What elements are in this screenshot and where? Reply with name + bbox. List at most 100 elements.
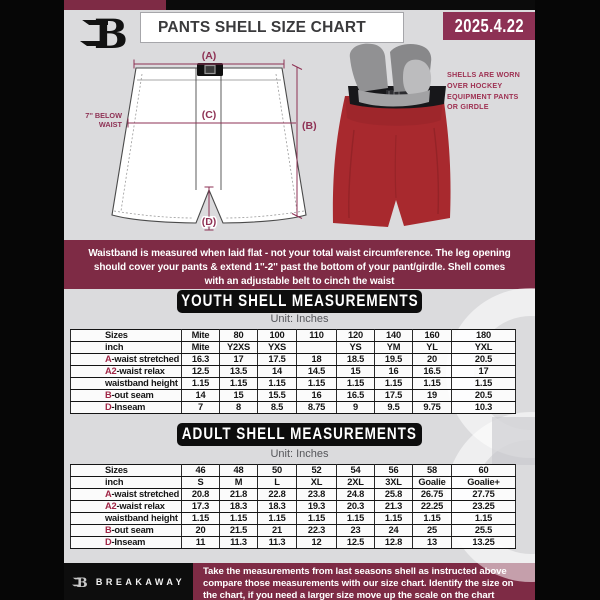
cell-value: 52 (296, 464, 337, 477)
cell-value: 12.5 (336, 536, 375, 549)
cell-value: 17.5 (374, 389, 413, 402)
svg-text:B: B (76, 575, 87, 590)
cell-value: 19.5 (374, 353, 413, 366)
cell-value: 17.5 (257, 353, 297, 366)
cell-value: 17 (219, 353, 258, 366)
cell-value: 8.5 (257, 401, 297, 414)
cell-value: 11.3 (219, 536, 258, 549)
cell-value: 1.15 (412, 512, 452, 525)
cell-value: 15 (219, 389, 258, 402)
table-row: inch S M L XL 2XL 3XL Goalie Goalie+ (70, 476, 516, 489)
row-label: A2-waist relax (70, 365, 182, 378)
watermark-b-middle (492, 417, 535, 465)
cell-value: 13.25 (451, 536, 516, 549)
cell-value: 7 (181, 401, 220, 414)
cell-value: 20.3 (336, 500, 375, 513)
row-label: D-Inseam (70, 536, 182, 549)
table-row: A-waist stretched 16.3 17 17.5 18 18.5 19.5 20 2… (70, 353, 516, 366)
cell-value: 21.3 (374, 500, 413, 513)
adult-section-heading: ADULT SHELL MEASUREMENTS (177, 423, 422, 446)
cell-value: 160 (412, 329, 452, 342)
cell-value: 18.5 (336, 353, 375, 366)
cell-value: 25.8 (374, 488, 413, 501)
cell-value: 80 (219, 329, 258, 342)
shell-worn-note: SHELLS ARE WORN OVER HOCKEY EQUIPMENT PA… (447, 70, 521, 112)
row-label: A-waist stretched (70, 353, 182, 366)
cell-value: 8 (219, 401, 258, 414)
red-shell (332, 95, 451, 227)
cell-value: 46 (181, 464, 220, 477)
shell-product-photo (332, 43, 451, 227)
cell-value: 2XL (336, 476, 375, 489)
cell-value: 14 (257, 365, 297, 378)
cell-value: 58 (412, 464, 452, 477)
cell-value: 9.75 (412, 401, 452, 414)
date-badge: 2025.4.22 (443, 12, 535, 40)
table-row: Sizes Mite 80 100 110 120 140 160 180 (70, 329, 516, 342)
pants-measurement-diagram: (A) (B) (C) (D) (111, 50, 317, 231)
row-label: Sizes (70, 464, 182, 477)
cell-value: Mite (181, 341, 220, 354)
cell-value: 120 (336, 329, 375, 342)
cell-value: 13.5 (219, 365, 258, 378)
youth-measurements-table: Sizes Mite 80 100 110 120 140 160 180 inch Mite Y2X… (70, 329, 516, 414)
table-row: waistband height 1.15 1.15 1.15 1.15 1.15 1.15… (70, 377, 516, 390)
cell-value: 22.8 (257, 488, 297, 501)
cell-value: 19.3 (296, 500, 337, 513)
cell-value: 9.5 (374, 401, 413, 414)
cell-value: 1.15 (257, 377, 297, 390)
row-label: waistband height (70, 377, 182, 390)
row-label: B-out seam (70, 524, 182, 537)
breakaway-logo-icon: B (71, 575, 88, 590)
cell-value: 25.5 (451, 524, 516, 537)
cell-value: 20.8 (181, 488, 220, 501)
cell-value: 16.3 (181, 353, 220, 366)
top-accent-strip-black (166, 0, 535, 10)
table-row: D-Inseam 11 11.3 11.3 12 12.5 12.8 13 13.25 (70, 536, 516, 549)
cell-value: 13 (412, 536, 452, 549)
label-C: (C) (202, 109, 217, 121)
row-label: A-waist stretched (70, 488, 182, 501)
cell-value: 12.5 (181, 365, 220, 378)
cell-value: 23 (336, 524, 375, 537)
cell-value: 110 (296, 329, 337, 342)
cell-value: 14.5 (296, 365, 337, 378)
cell-value (296, 341, 337, 354)
table-row: D-Inseam 7 8 8.5 8.75 9 9.5 9.75 10.3 (70, 401, 516, 414)
cell-value: 23.25 (451, 500, 516, 513)
table-row: waistband height 1.15 1.15 1.15 1.15 1.15 1.15… (70, 512, 516, 525)
table-row: Sizes 46 48 50 52 54 56 58 60 (70, 464, 516, 477)
cell-value: 22.25 (412, 500, 452, 513)
youth-section-heading: YOUTH SHELL MEASUREMENTS (177, 290, 422, 313)
svg-text:B: B (94, 11, 128, 56)
label-D: (D) (202, 216, 217, 228)
cell-value: 180 (451, 329, 516, 342)
cell-value: 60 (451, 464, 516, 477)
page-title: PANTS SHELL SIZE CHART (140, 12, 404, 43)
cell-value: 100 (257, 329, 297, 342)
label-B: (B) (302, 120, 317, 132)
table-row: inch Mite Y2XS YXS YS YM YL YXL (70, 341, 516, 354)
row-label: D-Inseam (70, 401, 182, 414)
cell-value: 17 (451, 365, 516, 378)
cell-value: XL (296, 476, 337, 489)
cell-value: Mite (181, 329, 220, 342)
adult-measurements-table: Sizes 46 48 50 52 54 56 58 60 inch S M L XL 2XL 3XL Goal… (70, 464, 516, 549)
table-row: A-waist stretched 20.8 21.8 22.8 23.8 24.8 25.… (70, 488, 516, 501)
top-accent-strip-maroon (64, 0, 166, 10)
cell-value: YS (336, 341, 375, 354)
row-label: B-out seam (70, 389, 182, 402)
cell-value: 14 (181, 389, 220, 402)
label-A: (A) (202, 50, 217, 62)
cell-value: 21 (257, 524, 297, 537)
cell-value: 21.8 (219, 488, 258, 501)
cell-value: 18 (296, 353, 337, 366)
cell-value: 1.15 (451, 512, 516, 525)
cell-value: S (181, 476, 220, 489)
cell-value: 15 (336, 365, 375, 378)
cell-value: 1.15 (296, 377, 337, 390)
cell-value: 1.15 (374, 377, 413, 390)
table-row: B-out seam 20 21.5 21 22.3 23 24 25 25.5 (70, 524, 516, 537)
cell-value: 16 (296, 389, 337, 402)
footer-instructions: Take the measurements from last seasons … (193, 563, 535, 600)
